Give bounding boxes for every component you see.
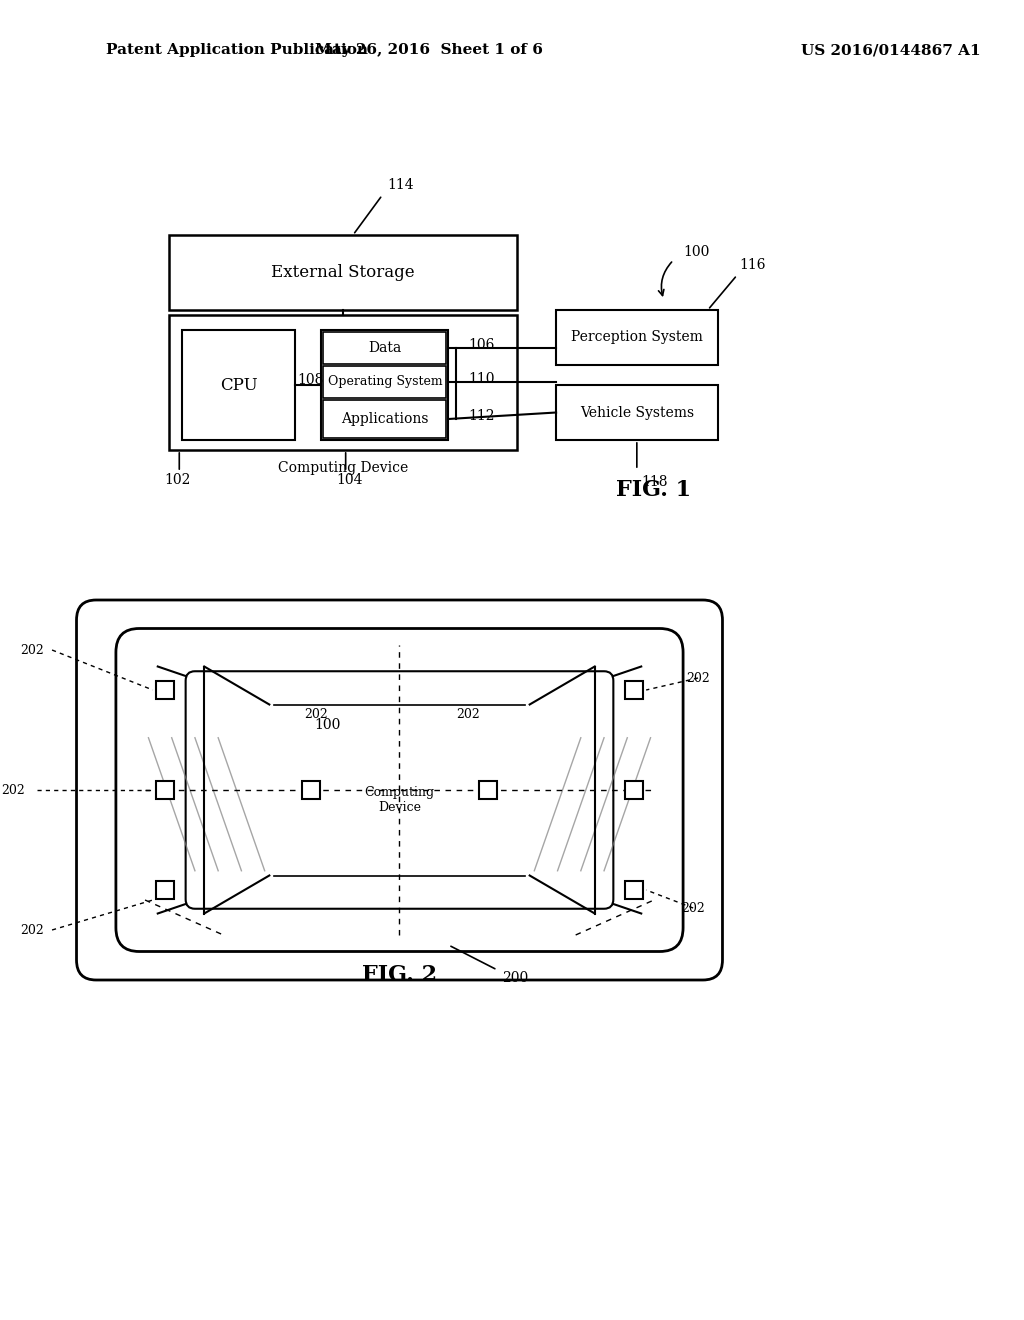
Bar bbox=[556, 310, 718, 366]
Text: FIG. 1: FIG. 1 bbox=[616, 479, 691, 502]
Text: 202: 202 bbox=[304, 709, 328, 722]
Bar bbox=[322, 330, 449, 440]
FancyBboxPatch shape bbox=[116, 628, 683, 952]
Text: 100: 100 bbox=[683, 246, 710, 259]
Text: Vehicle Systems: Vehicle Systems bbox=[580, 405, 694, 420]
Text: 102: 102 bbox=[165, 473, 190, 487]
Text: External Storage: External Storage bbox=[271, 264, 415, 281]
Text: US 2016/0144867 A1: US 2016/0144867 A1 bbox=[801, 44, 980, 57]
Text: Perception System: Perception System bbox=[571, 330, 702, 345]
Text: 202: 202 bbox=[20, 924, 44, 936]
Text: 118: 118 bbox=[642, 475, 669, 488]
Text: 112: 112 bbox=[468, 409, 495, 422]
Text: 202: 202 bbox=[681, 902, 705, 915]
Bar bbox=[324, 366, 446, 399]
Bar bbox=[182, 330, 295, 440]
Text: 116: 116 bbox=[739, 257, 766, 272]
Text: Data: Data bbox=[369, 341, 401, 355]
Text: 200: 200 bbox=[502, 972, 528, 985]
Text: 202: 202 bbox=[456, 709, 480, 722]
Text: 106: 106 bbox=[468, 338, 495, 352]
Bar bbox=[324, 400, 446, 438]
Text: Operating System: Operating System bbox=[328, 375, 442, 388]
Bar bbox=[170, 315, 517, 450]
Text: 108: 108 bbox=[298, 374, 324, 387]
Text: 114: 114 bbox=[387, 178, 414, 191]
Text: 110: 110 bbox=[468, 372, 495, 385]
FancyBboxPatch shape bbox=[185, 672, 613, 908]
Bar bbox=[170, 235, 517, 310]
FancyBboxPatch shape bbox=[77, 601, 723, 979]
Text: May 26, 2016  Sheet 1 of 6: May 26, 2016 Sheet 1 of 6 bbox=[315, 44, 543, 57]
Text: 202: 202 bbox=[20, 644, 44, 656]
Bar bbox=[324, 333, 446, 364]
Bar bbox=[556, 385, 718, 440]
Text: CPU: CPU bbox=[220, 376, 257, 393]
Bar bbox=[355, 770, 443, 830]
Text: FIG. 2: FIG. 2 bbox=[361, 964, 437, 986]
Text: 202: 202 bbox=[686, 672, 710, 685]
Text: 104: 104 bbox=[336, 473, 362, 487]
Text: Applications: Applications bbox=[341, 412, 429, 426]
Text: 202: 202 bbox=[1, 784, 25, 796]
Text: Computing
Device: Computing Device bbox=[365, 785, 434, 814]
Text: Patent Application Publication: Patent Application Publication bbox=[105, 44, 368, 57]
Text: 100: 100 bbox=[314, 718, 341, 733]
Text: Computing Device: Computing Device bbox=[279, 461, 409, 475]
